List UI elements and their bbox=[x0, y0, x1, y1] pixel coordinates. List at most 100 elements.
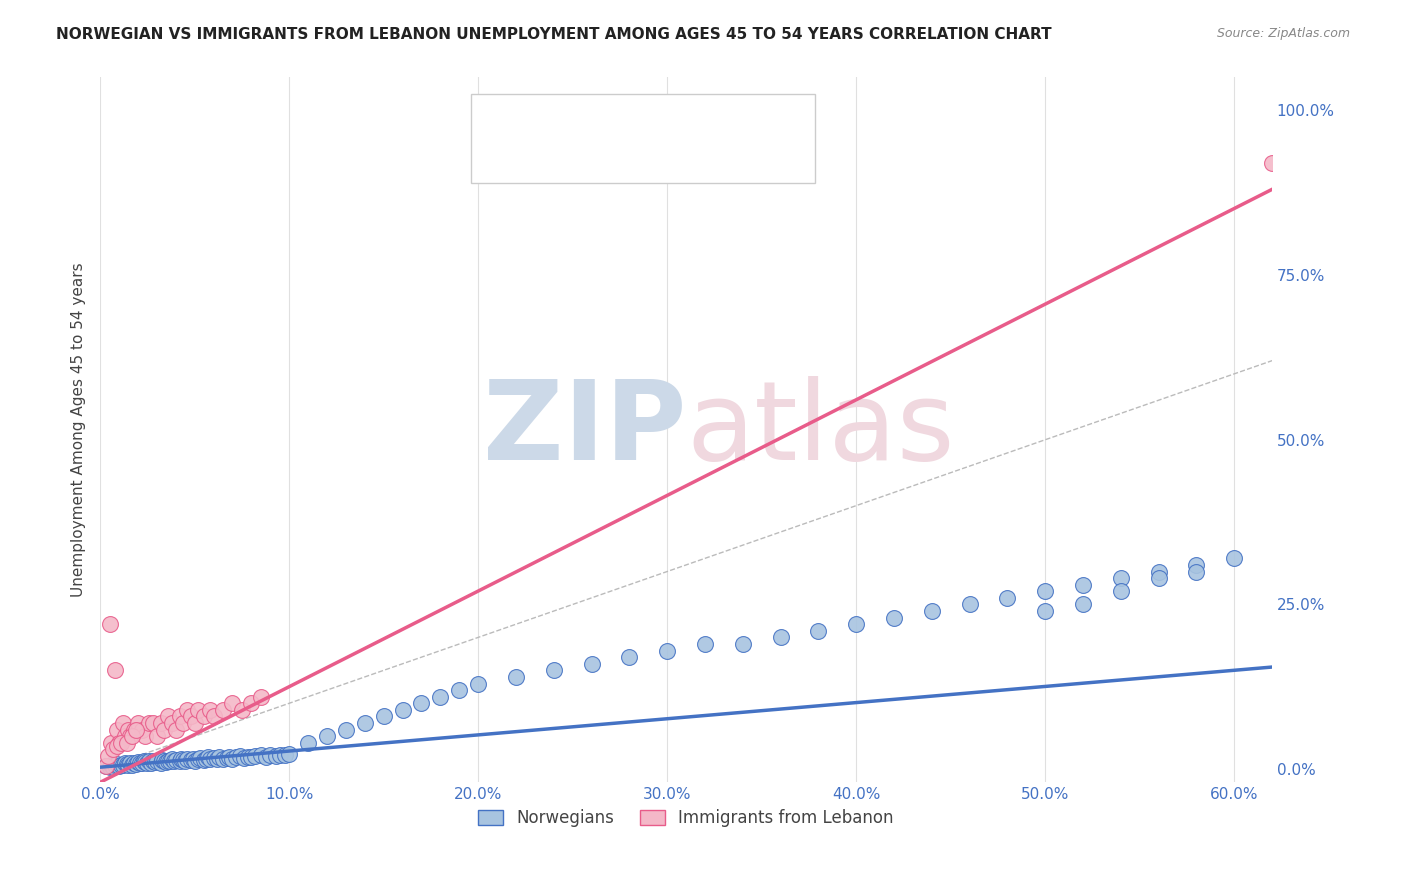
Text: N =: N = bbox=[664, 148, 707, 167]
Point bbox=[105, 756, 128, 771]
Point bbox=[187, 703, 209, 717]
Bar bbox=[485, 106, 515, 133]
Point bbox=[104, 758, 127, 772]
Point bbox=[136, 756, 159, 771]
Point bbox=[619, 650, 641, 665]
Point bbox=[215, 751, 238, 765]
Point bbox=[212, 752, 235, 766]
Point bbox=[316, 729, 339, 743]
Point bbox=[183, 716, 205, 731]
Point bbox=[120, 756, 142, 770]
Point bbox=[131, 723, 153, 737]
Point bbox=[132, 754, 155, 768]
Point bbox=[655, 643, 678, 657]
Point bbox=[103, 759, 125, 773]
Point bbox=[170, 751, 193, 765]
Point bbox=[111, 716, 134, 731]
Text: 0.387: 0.387 bbox=[572, 111, 634, 129]
Text: ZIP: ZIP bbox=[482, 376, 686, 483]
Point bbox=[921, 604, 943, 618]
Point bbox=[149, 716, 172, 731]
Point bbox=[94, 759, 117, 773]
Point bbox=[193, 709, 215, 723]
Point bbox=[259, 748, 281, 763]
Point bbox=[146, 729, 169, 743]
Point bbox=[1223, 551, 1246, 566]
Point bbox=[807, 624, 830, 638]
Point bbox=[769, 631, 792, 645]
Point bbox=[94, 759, 117, 773]
Point bbox=[959, 598, 981, 612]
Point bbox=[143, 755, 166, 769]
Point bbox=[104, 664, 127, 678]
Point bbox=[122, 723, 145, 737]
Point bbox=[207, 751, 229, 765]
Point bbox=[731, 637, 754, 651]
Point bbox=[373, 709, 395, 723]
Point bbox=[187, 752, 209, 766]
Point bbox=[256, 749, 278, 764]
Bar bbox=[485, 144, 515, 170]
Text: NORWEGIAN VS IMMIGRANTS FROM LEBANON UNEMPLOYMENT AMONG AGES 45 TO 54 YEARS CORR: NORWEGIAN VS IMMIGRANTS FROM LEBANON UNE… bbox=[56, 27, 1052, 42]
Text: Source: ZipAtlas.com: Source: ZipAtlas.com bbox=[1216, 27, 1350, 40]
Point bbox=[353, 716, 375, 731]
Point bbox=[240, 696, 263, 710]
Point bbox=[236, 749, 259, 764]
Point bbox=[883, 610, 905, 624]
Point bbox=[103, 742, 125, 756]
Point bbox=[197, 750, 219, 764]
Point bbox=[181, 751, 204, 765]
Point bbox=[188, 751, 211, 765]
Point bbox=[411, 696, 433, 710]
Point bbox=[194, 751, 217, 765]
Point bbox=[108, 736, 131, 750]
Point bbox=[505, 670, 527, 684]
Point bbox=[193, 753, 215, 767]
Point bbox=[240, 750, 263, 764]
Point bbox=[1109, 584, 1132, 599]
Text: R =: R = bbox=[524, 111, 567, 129]
Point bbox=[97, 749, 120, 764]
Point bbox=[169, 709, 191, 723]
Point bbox=[120, 729, 142, 743]
Point bbox=[845, 617, 868, 632]
Point bbox=[121, 729, 143, 743]
Text: R =: R = bbox=[524, 148, 567, 167]
Point bbox=[165, 753, 187, 767]
Point bbox=[169, 754, 191, 768]
Point bbox=[467, 676, 489, 690]
Point bbox=[1185, 558, 1208, 572]
Point bbox=[155, 755, 177, 769]
Point bbox=[128, 756, 150, 771]
Point bbox=[110, 736, 132, 750]
Point bbox=[1033, 604, 1056, 618]
Point bbox=[149, 756, 172, 770]
Point bbox=[278, 747, 301, 761]
Point bbox=[249, 747, 271, 762]
Point bbox=[131, 756, 153, 770]
Point bbox=[160, 752, 183, 766]
Point bbox=[127, 716, 149, 731]
Point bbox=[1071, 578, 1094, 592]
Text: 105: 105 bbox=[710, 111, 749, 129]
Point bbox=[142, 754, 165, 768]
Point bbox=[115, 736, 138, 750]
Legend: Norwegians, Immigrants from Lebanon: Norwegians, Immigrants from Lebanon bbox=[472, 803, 900, 834]
Point bbox=[449, 683, 471, 698]
Point bbox=[221, 696, 243, 710]
Point bbox=[274, 748, 297, 763]
Point bbox=[153, 754, 176, 768]
Point bbox=[98, 760, 121, 774]
Point bbox=[138, 754, 160, 768]
Point bbox=[117, 758, 139, 772]
Point bbox=[264, 749, 287, 764]
Point bbox=[176, 703, 198, 717]
Point bbox=[202, 751, 225, 765]
Text: N =: N = bbox=[664, 111, 707, 129]
Point bbox=[995, 591, 1018, 605]
Point bbox=[183, 754, 205, 768]
Point bbox=[146, 754, 169, 768]
Point bbox=[581, 657, 603, 671]
Point bbox=[117, 723, 139, 737]
Point bbox=[160, 716, 183, 731]
